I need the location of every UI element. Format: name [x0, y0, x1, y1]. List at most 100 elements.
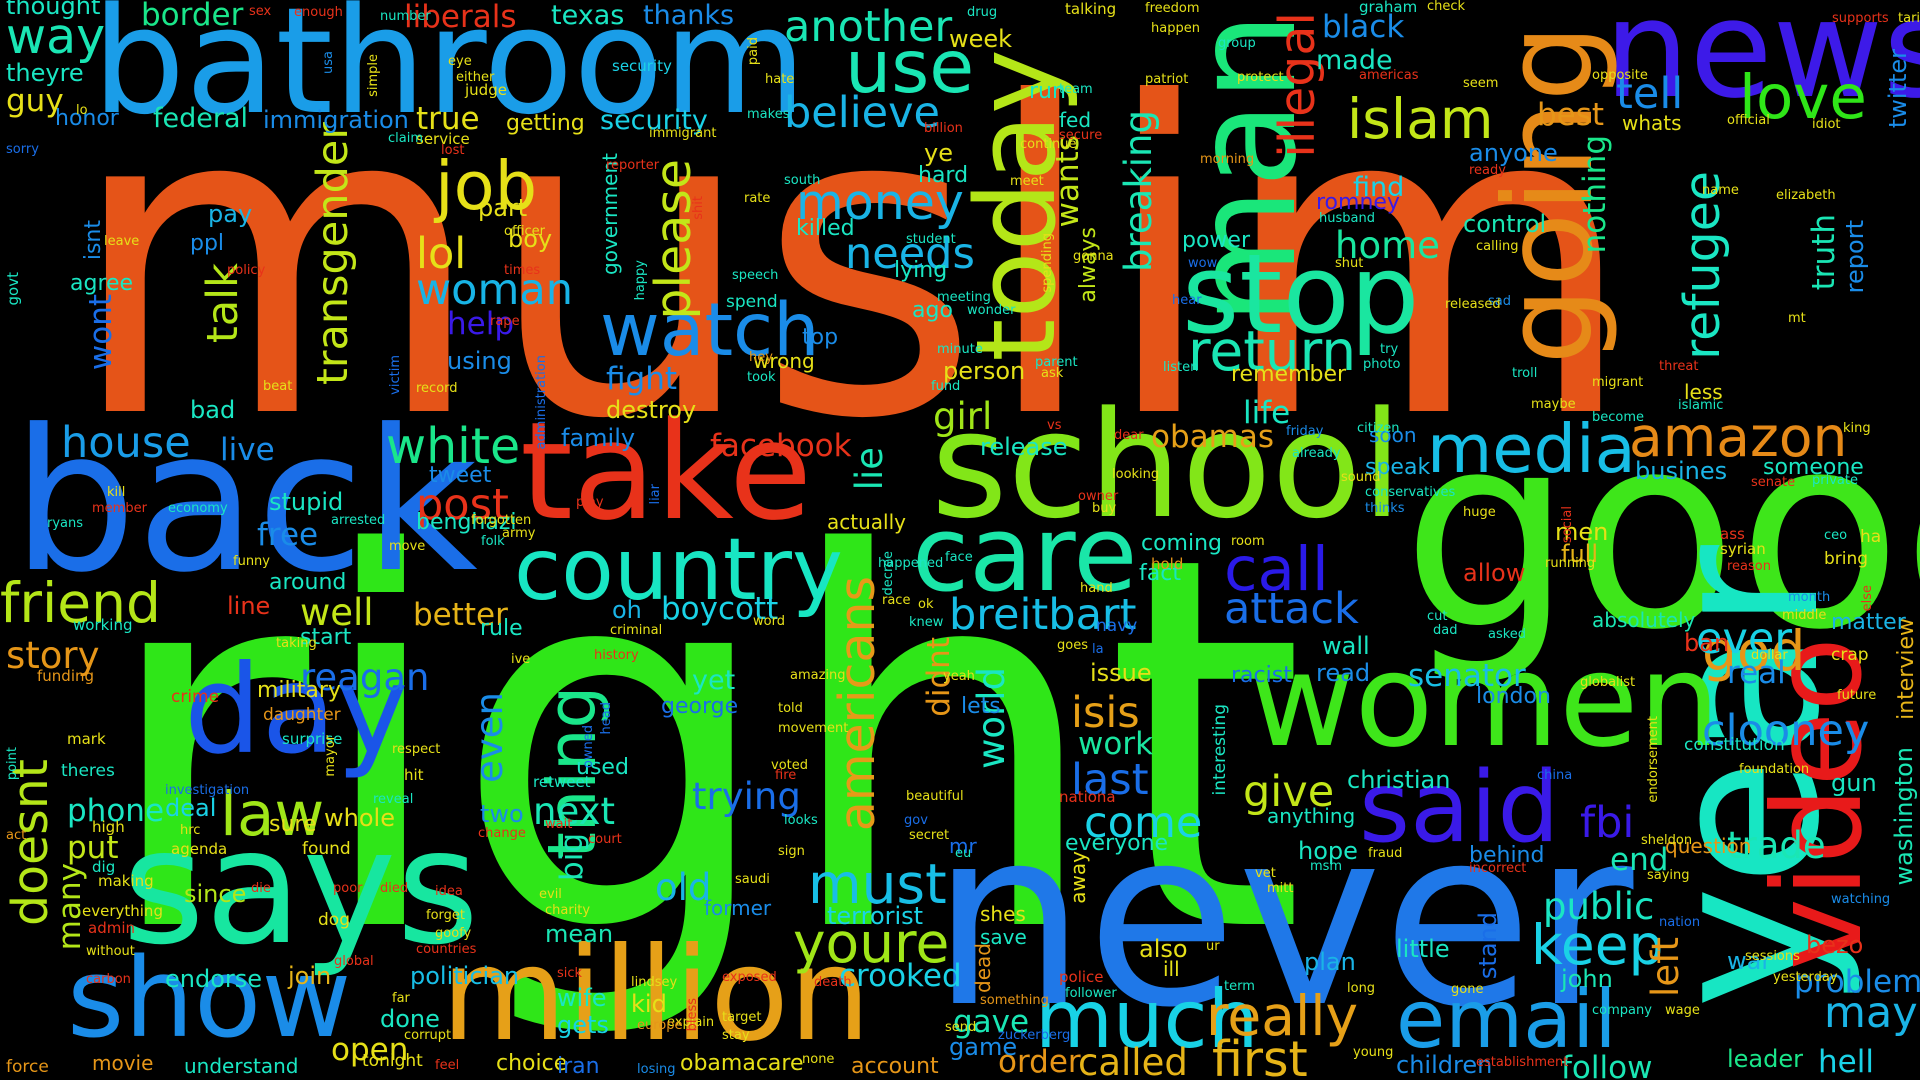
cloud-word: power	[1182, 228, 1250, 253]
cloud-word: little	[1396, 935, 1450, 963]
cloud-word: work	[1078, 726, 1154, 762]
cloud-word: used	[576, 755, 629, 780]
cloud-word: happy	[633, 260, 648, 301]
cloud-word: gun	[1831, 769, 1877, 797]
cloud-word: school	[931, 380, 1403, 551]
cloud-word: foundation	[1739, 762, 1810, 777]
cloud-word: criminal	[610, 623, 663, 638]
cloud-word: sad	[1488, 294, 1511, 309]
cloud-word: boy	[508, 225, 553, 253]
cloud-word: middle	[1782, 608, 1827, 623]
cloud-word: photo	[1363, 357, 1401, 372]
cloud-word: part	[478, 194, 528, 222]
cloud-word: opposite	[1592, 68, 1648, 83]
cloud-word: change	[478, 826, 526, 841]
cloud-word: dig	[92, 858, 116, 876]
cloud-word: supports	[1832, 11, 1889, 26]
cloud-word: ban	[1684, 629, 1730, 657]
cloud-word: thinks	[1365, 501, 1405, 516]
cloud-word: care	[912, 493, 1138, 615]
cloud-word: another	[784, 2, 953, 52]
cloud-word: getting	[506, 111, 585, 136]
cloud-word: everything	[82, 902, 163, 920]
cloud-word: lo	[76, 103, 88, 118]
cloud-word: ever	[1696, 614, 1793, 664]
cloud-word: order	[998, 1044, 1081, 1080]
cloud-word: fbi	[1580, 798, 1635, 848]
cloud-word: parent	[1035, 355, 1078, 370]
cloud-word: gone	[1451, 982, 1484, 997]
cloud-word: point	[5, 747, 20, 781]
cloud-word: thanks	[643, 0, 735, 31]
cloud-word: speak	[1365, 455, 1431, 480]
cloud-word: died	[380, 881, 409, 896]
cloud-word: saying	[1647, 868, 1690, 883]
cloud-word: hold	[1151, 555, 1184, 573]
cloud-word: policy	[227, 263, 266, 278]
cloud-word: drug	[967, 5, 998, 20]
cloud-word: using	[447, 347, 512, 375]
cloud-word: clooney	[1702, 706, 1870, 756]
cloud-word: already	[1292, 446, 1341, 461]
cloud-word: check	[1427, 0, 1466, 14]
cloud-word: investigation	[165, 783, 250, 798]
cloud-word: calling	[1476, 239, 1519, 254]
cloud-word: federal	[153, 103, 249, 134]
cloud-word: economy	[168, 501, 228, 516]
cloud-word: texas	[551, 0, 625, 31]
cloud-word: conservatives	[1365, 485, 1456, 500]
cloud-word: evil	[539, 887, 562, 902]
cloud-word: keep	[1531, 913, 1664, 977]
cloud-word: day	[184, 639, 409, 781]
cloud-word: daughter	[263, 705, 341, 725]
cloud-word: stop	[1182, 230, 1420, 358]
cloud-word: lost	[441, 143, 465, 158]
cloud-word: someone	[1763, 455, 1864, 480]
cloud-word: black	[1322, 9, 1405, 45]
cloud-word: mayor	[323, 735, 338, 777]
cloud-word: idea	[435, 884, 463, 899]
cloud-word: around	[269, 570, 347, 595]
cloud-word: target	[722, 1010, 762, 1025]
cloud-word: next	[533, 790, 615, 833]
cloud-word: room	[1231, 534, 1265, 549]
cloud-word: meeting	[937, 290, 991, 305]
cloud-word: come	[1084, 798, 1203, 848]
cloud-word: oh	[612, 596, 642, 624]
cloud-word: americas	[1359, 68, 1419, 83]
cloud-word: phone	[67, 793, 165, 829]
cloud-word: try	[1380, 342, 1399, 357]
cloud-word: carbon	[86, 972, 131, 987]
cloud-word: amazon	[1629, 405, 1848, 469]
cloud-word: choice	[496, 1051, 568, 1076]
cloud-word: globalist	[1580, 675, 1636, 690]
cloud-word: head	[599, 702, 614, 735]
cloud-word: control	[1463, 210, 1547, 238]
cloud-word: ass	[1720, 525, 1745, 543]
cloud-word: refugee	[1674, 171, 1731, 360]
cloud-word: stay	[722, 1028, 750, 1043]
cloud-word: yesterday	[1773, 970, 1838, 985]
cloud-word: retweet	[533, 773, 591, 791]
cloud-word: explain	[667, 1015, 715, 1030]
cloud-word: number	[380, 9, 431, 24]
cloud-word: hey	[749, 350, 773, 365]
cloud-word: move	[389, 539, 426, 554]
cloud-word: release	[980, 433, 1068, 461]
cloud-word: endorsement	[1646, 716, 1661, 803]
cloud-word: secret	[909, 828, 950, 843]
cloud-word: senator	[1408, 658, 1526, 694]
cloud-word: bezo	[1806, 931, 1864, 959]
cloud-word: company	[1592, 1003, 1652, 1018]
cloud-word: navy	[1096, 616, 1138, 636]
cloud-word: iran	[557, 1054, 600, 1079]
cloud-word: beautiful	[906, 789, 964, 804]
cloud-word: hope	[1298, 837, 1358, 865]
cloud-word: none	[802, 1052, 835, 1067]
cloud-word: agree	[70, 271, 134, 296]
cloud-word: live	[220, 432, 275, 468]
cloud-word: sorry	[6, 142, 39, 157]
cloud-word: corrupt	[404, 1028, 452, 1043]
cloud-word: ok	[918, 597, 934, 612]
